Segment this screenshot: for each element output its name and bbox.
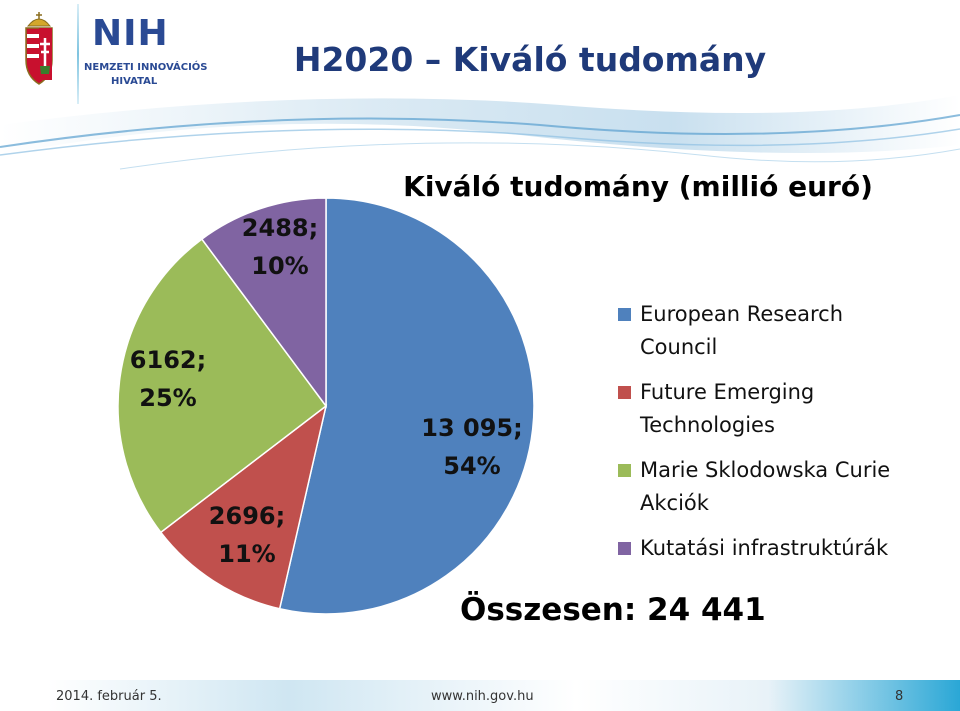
data-label-value-erc: 13 095; [421, 414, 522, 442]
nih-logo-line2: HIVATAL [111, 76, 158, 87]
legend-label-line: European Research [640, 302, 844, 326]
pie-slice-msca [117, 238, 328, 534]
legend-swatch-msca [618, 464, 631, 477]
coat-of-arms-icon [25, 12, 53, 85]
legend-item-infra: Kutatási infrastruktúrák [618, 532, 918, 565]
logo-divider [77, 4, 79, 104]
footer-url[interactable]: www.nih.gov.hu [431, 689, 534, 704]
legend-swatch-infra [618, 542, 631, 555]
legend-item-fet: Future Emerging Technologies [618, 376, 918, 442]
footer-bar [0, 680, 960, 711]
data-label-value-msca: 6162; [130, 346, 206, 374]
data-label-percent-fet: 11% [218, 540, 275, 568]
data-label-percent-erc: 54% [443, 452, 500, 480]
page-number: 8 [895, 689, 904, 704]
chart-title: Kiváló tudomány (millió euró) [403, 170, 873, 203]
legend-label-line: Kutatási infrastruktúrák [640, 536, 889, 560]
data-label-value-infra: 2488; [242, 214, 318, 242]
chart-legend: European Research Council Future Emergin… [618, 298, 918, 577]
legend-label-line: Technologies [640, 413, 775, 437]
slide-title: H2020 – Kiváló tudomány [293, 40, 767, 79]
data-label-percent-infra: 10% [251, 252, 308, 280]
header-swoosh [0, 95, 960, 170]
legend-label-line: Future Emerging [640, 380, 815, 404]
data-label-percent-msca: 25% [139, 384, 196, 412]
legend-label-line: Akciók [640, 491, 709, 515]
nih-logo-line1: NEMZETI INNOVÁCIÓS [84, 62, 208, 73]
pie-slice-infra [200, 197, 327, 409]
pie-slice-erc [278, 197, 535, 615]
total-label: Összesen: 24 441 [460, 592, 766, 628]
legend-label-line: Council [640, 335, 718, 359]
legend-swatch-erc [618, 308, 631, 321]
data-label-value-fet: 2696; [209, 502, 285, 530]
footer-date: 2014. február 5. [56, 689, 162, 704]
legend-item-erc: European Research Council [618, 298, 918, 364]
legend-item-msca: Marie Sklodowska Curie Akciók [618, 454, 918, 520]
pie-slice-fet [159, 404, 328, 610]
legend-swatch-fet [618, 386, 631, 399]
nih-logo: NIH [92, 13, 169, 54]
legend-label-line: Marie Sklodowska Curie [640, 458, 891, 482]
